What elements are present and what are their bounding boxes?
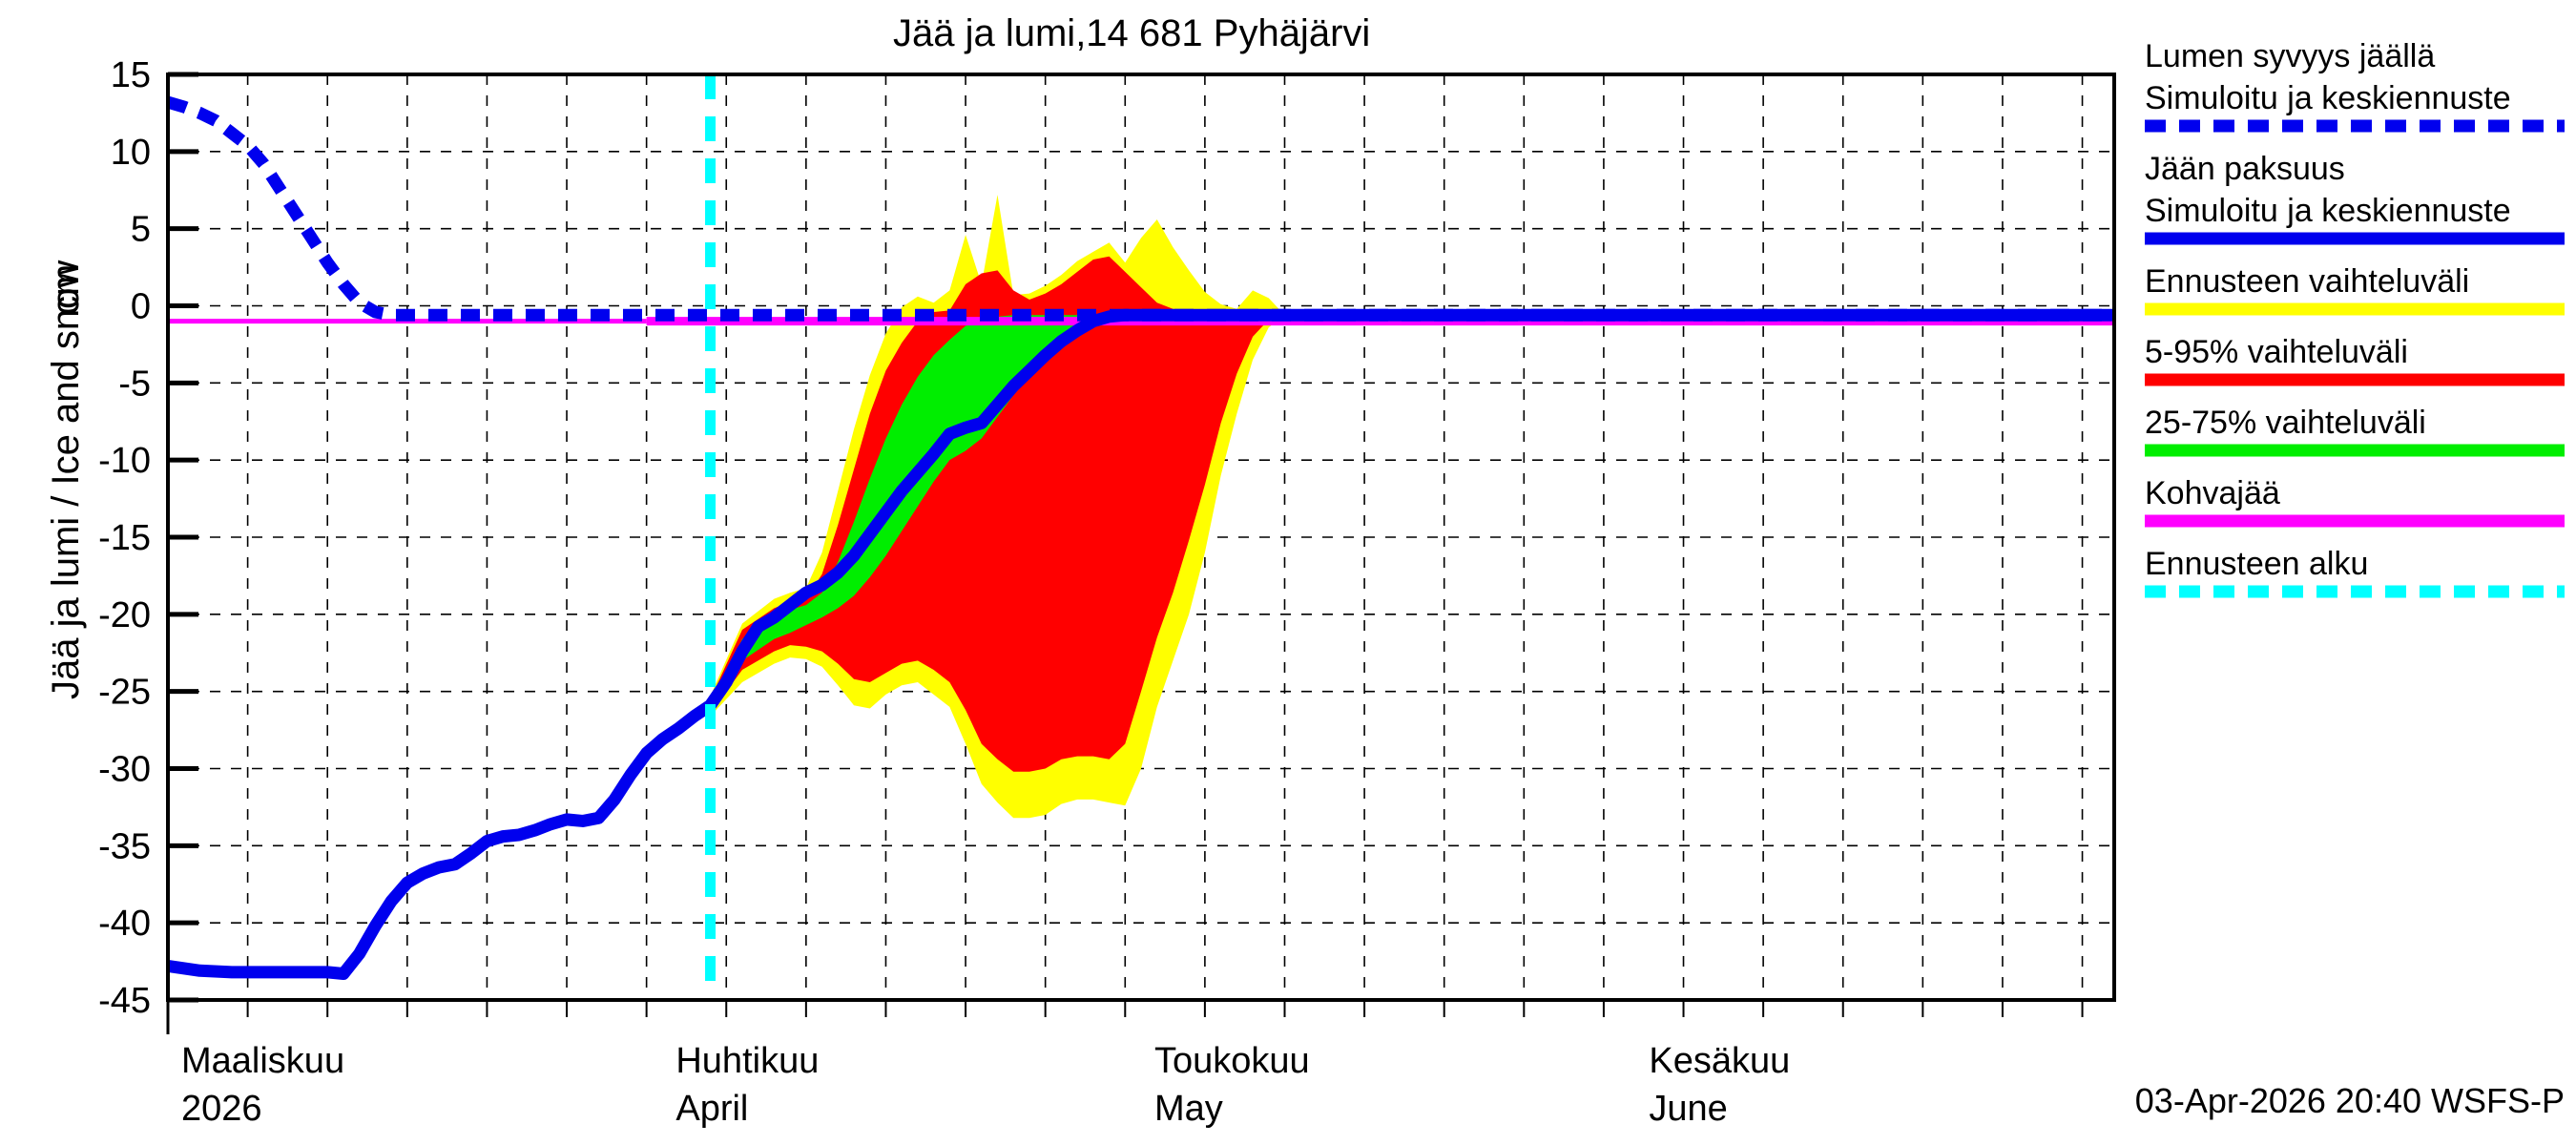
legend-title-3: 5-95% vaihteluväli xyxy=(2145,334,2408,370)
x-axis-label-fi: Kesäkuu xyxy=(1649,1041,1790,1081)
legend-title-1: Jään paksuus xyxy=(2145,151,2345,187)
x-axis-label-en: June xyxy=(1649,1089,1727,1129)
y-tick-label: -15 xyxy=(98,518,151,558)
band-ff0000 xyxy=(710,256,2114,772)
x-axis-label-fi: Toukokuu xyxy=(1154,1041,1310,1081)
y-tick-label: -10 xyxy=(98,441,151,481)
x-axis-label-fi: Maaliskuu xyxy=(181,1041,344,1081)
y-axis-unit: cm xyxy=(45,264,87,315)
y-tick-label: -20 xyxy=(98,595,151,635)
legend-title-6: Ennusteen alku xyxy=(2145,546,2368,582)
y-axis-title: Jää ja lumi / Ice and snow xyxy=(45,260,87,699)
y-tick-label: 0 xyxy=(131,287,151,327)
y-tick-label: -40 xyxy=(98,904,151,944)
y-tick-label: -45 xyxy=(98,981,151,1021)
y-tick-label: 15 xyxy=(111,55,151,95)
y-tick-label: -5 xyxy=(118,364,151,404)
x-axis-label-en: April xyxy=(675,1089,748,1129)
legend-subtitle-1: Simuloitu ja keskiennuste xyxy=(2145,193,2511,229)
chart-title: Jää ja lumi,14 681 Pyhäjärvi xyxy=(893,12,1370,54)
footer-timestamp: 03-Apr-2026 20:40 WSFS-P xyxy=(2135,1081,2565,1120)
y-tick-label: -30 xyxy=(98,750,151,790)
legend-title-2: Ennusteen vaihteluväli xyxy=(2145,263,2469,300)
x-axis-label-en: 2026 xyxy=(181,1089,262,1129)
y-tick-label: -35 xyxy=(98,826,151,866)
y-tick-label: 5 xyxy=(131,210,151,250)
y-tick-label: 10 xyxy=(111,133,151,173)
x-axis-label-fi: Huhtikuu xyxy=(675,1041,819,1081)
legend-title-0: Lumen syvyys jäällä xyxy=(2145,38,2435,74)
legend-title-4: 25-75% vaihteluväli xyxy=(2145,405,2426,441)
y-tick-label: -25 xyxy=(98,673,151,713)
x-axis-label-en: May xyxy=(1154,1089,1223,1129)
legend-title-5: Kohvajää xyxy=(2145,475,2280,511)
legend-subtitle-0: Simuloitu ja keskiennuste xyxy=(2145,80,2511,116)
